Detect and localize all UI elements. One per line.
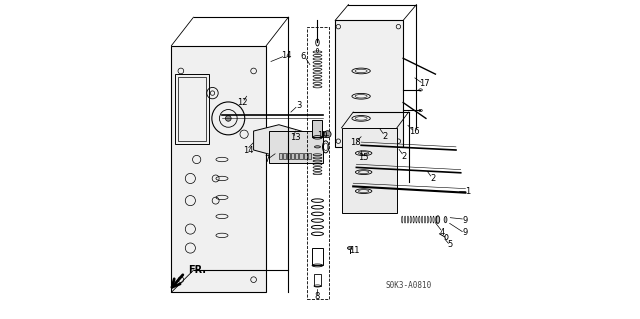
- Text: 4: 4: [440, 228, 445, 237]
- Text: 13: 13: [290, 133, 301, 143]
- Text: FR.: FR.: [188, 265, 206, 275]
- Text: 7: 7: [264, 155, 269, 164]
- Text: 14: 14: [243, 145, 253, 154]
- Text: 5: 5: [447, 241, 453, 249]
- Circle shape: [225, 115, 231, 121]
- Text: 10: 10: [317, 131, 327, 140]
- Bar: [172, 46, 266, 292]
- Text: 11: 11: [349, 246, 360, 255]
- Bar: [303, 153, 307, 159]
- Bar: [291, 153, 294, 159]
- Text: 2: 2: [401, 152, 407, 161]
- Bar: [287, 153, 291, 159]
- Text: 16: 16: [410, 127, 420, 136]
- Bar: [295, 153, 298, 159]
- Text: 17: 17: [419, 79, 429, 88]
- Ellipse shape: [314, 146, 321, 148]
- Text: 1: 1: [465, 187, 470, 196]
- Bar: [312, 248, 323, 265]
- Text: 9: 9: [462, 228, 467, 237]
- Text: 8: 8: [314, 292, 319, 300]
- Bar: [308, 153, 311, 159]
- Text: 14: 14: [280, 51, 291, 60]
- Bar: [342, 128, 397, 213]
- Text: 2: 2: [383, 132, 388, 141]
- Text: 3: 3: [296, 101, 301, 110]
- Circle shape: [324, 131, 331, 138]
- Bar: [175, 74, 209, 144]
- Text: 12: 12: [237, 98, 248, 107]
- Bar: [283, 153, 286, 159]
- Text: 15: 15: [358, 153, 369, 162]
- Text: 18: 18: [350, 137, 361, 147]
- Polygon shape: [269, 131, 323, 163]
- Bar: [312, 120, 322, 137]
- Bar: [307, 27, 330, 299]
- Bar: [279, 153, 282, 159]
- Ellipse shape: [436, 216, 440, 223]
- Text: 6: 6: [301, 52, 307, 61]
- Text: 2: 2: [430, 174, 435, 183]
- Text: S0K3-A0810: S0K3-A0810: [385, 281, 431, 291]
- Ellipse shape: [444, 216, 447, 223]
- Bar: [178, 77, 206, 141]
- Bar: [335, 20, 403, 147]
- Polygon shape: [253, 125, 323, 163]
- Ellipse shape: [348, 247, 352, 249]
- Bar: [300, 153, 303, 159]
- Bar: [314, 274, 321, 286]
- Text: 9: 9: [462, 216, 467, 225]
